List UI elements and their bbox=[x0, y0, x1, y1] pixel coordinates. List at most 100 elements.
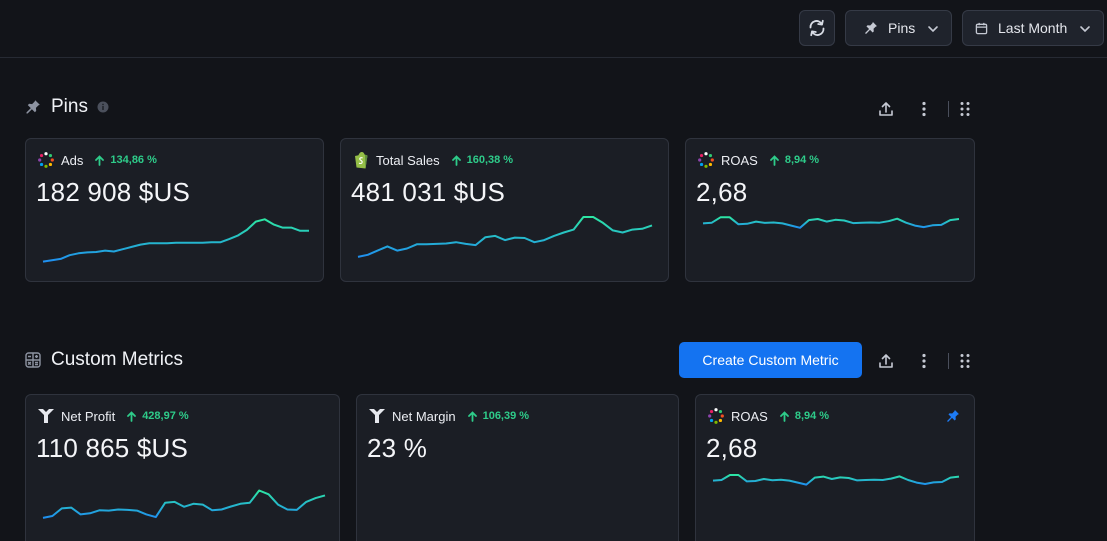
more-vertical-icon bbox=[922, 101, 926, 117]
ring-dot bbox=[704, 152, 708, 156]
divider bbox=[948, 101, 949, 117]
ring-dot bbox=[698, 158, 702, 162]
date-range-label: Last Month bbox=[998, 20, 1068, 36]
card-title: ROAS bbox=[731, 408, 768, 424]
card-value: 481 031 $US bbox=[351, 177, 505, 207]
trend-value: 160,38 % bbox=[466, 154, 514, 166]
card-value: 23 % bbox=[367, 433, 428, 463]
card-value: 182 908 $US bbox=[36, 177, 190, 207]
pin-icon bbox=[865, 22, 877, 34]
section-title: Pins bbox=[51, 96, 88, 117]
trend-value: 8,94 % bbox=[784, 154, 820, 166]
ring-dot bbox=[708, 153, 713, 158]
chevron-down-icon bbox=[928, 26, 938, 33]
refresh-icon bbox=[809, 19, 825, 37]
metric-card-roas-custom[interactable]: ROAS 8,94 % 2,68 bbox=[695, 394, 975, 541]
triple-whale-icon bbox=[368, 407, 386, 425]
ring-dot bbox=[699, 153, 704, 158]
trend-badge: 428,97 % bbox=[127, 410, 189, 422]
ads-icon bbox=[707, 407, 725, 425]
sparkline bbox=[357, 216, 653, 258]
top-bar: Pins Last Month bbox=[0, 0, 1107, 58]
sparkline bbox=[42, 218, 309, 263]
sparkline bbox=[712, 474, 960, 486]
arrow-up-icon bbox=[779, 410, 789, 422]
card-title: ROAS bbox=[721, 152, 758, 168]
ring-dot bbox=[44, 152, 48, 156]
refresh-button[interactable] bbox=[799, 10, 835, 46]
card-title: Total Sales bbox=[376, 152, 440, 168]
arrow-up-icon bbox=[451, 154, 461, 166]
ring-dot bbox=[718, 409, 723, 414]
card-header: ROAS 8,94 % bbox=[707, 407, 829, 425]
ring-dot bbox=[39, 162, 44, 167]
ads-icon bbox=[697, 151, 715, 169]
export-button[interactable] bbox=[872, 347, 900, 375]
create-custom-metric-button[interactable]: Create Custom Metric bbox=[679, 342, 862, 378]
drag-handle[interactable] bbox=[955, 95, 975, 123]
calendar-icon bbox=[975, 22, 988, 34]
card-value: 110 865 $US bbox=[36, 433, 189, 463]
section-title: Custom Metrics bbox=[51, 349, 183, 370]
ring-dot bbox=[39, 153, 44, 158]
pinned-icon[interactable] bbox=[946, 409, 960, 423]
calculator-icon bbox=[25, 352, 41, 368]
trend-badge: 8,94 % bbox=[769, 154, 820, 166]
ring-dot bbox=[720, 414, 724, 418]
sparkline-path bbox=[42, 218, 309, 263]
drag-grip-icon bbox=[960, 102, 970, 116]
custom-metrics-toolbar bbox=[872, 347, 975, 375]
ring-dot bbox=[48, 153, 53, 158]
sparkline-path bbox=[42, 489, 326, 519]
export-button[interactable] bbox=[872, 95, 900, 123]
metric-card-total-sales[interactable]: Total Sales 160,38 % 481 031 $US bbox=[340, 138, 669, 282]
card-header: Total Sales 160,38 % bbox=[352, 151, 513, 169]
card-value: 2,68 bbox=[706, 433, 758, 463]
ring-dot bbox=[714, 420, 718, 424]
metric-card-ads[interactable]: Ads 134,86 % 182 908 $US bbox=[25, 138, 324, 282]
trend-badge: 8,94 % bbox=[779, 410, 830, 422]
divider bbox=[948, 353, 949, 369]
trend-value: 134,86 % bbox=[110, 154, 157, 166]
ring-dot bbox=[718, 418, 723, 423]
metric-card-roas[interactable]: ROAS 8,94 % 2,68 bbox=[685, 138, 975, 282]
sparkline-path bbox=[702, 216, 960, 229]
date-range-dropdown[interactable]: Last Month bbox=[962, 10, 1104, 46]
arrow-up-icon bbox=[127, 410, 137, 422]
pin-icon bbox=[25, 99, 41, 115]
ring-dot bbox=[704, 164, 708, 168]
ring-dot bbox=[48, 162, 53, 167]
more-options-button[interactable] bbox=[910, 347, 938, 375]
sparkline bbox=[42, 489, 326, 519]
trend-value: 428,97 % bbox=[142, 410, 189, 422]
custom-metrics-section-header: Custom Metrics bbox=[25, 349, 183, 371]
upload-icon bbox=[879, 102, 893, 116]
pins-toolbar bbox=[872, 95, 975, 123]
ring-dot bbox=[709, 409, 714, 414]
drag-handle[interactable] bbox=[955, 347, 975, 375]
metric-card-net-profit[interactable]: Net Profit 428,97 % 110 865 $US bbox=[25, 394, 340, 541]
card-header: Ads 134,86 % bbox=[37, 151, 157, 169]
metric-card-net-margin[interactable]: Net Margin 106,39 % 23 % bbox=[356, 394, 679, 541]
ring-dot bbox=[44, 164, 48, 168]
ads-icon bbox=[37, 151, 55, 169]
card-header: ROAS 8,94 % bbox=[697, 151, 819, 169]
ring-dot bbox=[714, 408, 718, 412]
ring-dot bbox=[708, 414, 712, 418]
info-icon[interactable] bbox=[97, 101, 109, 113]
arrow-up-icon bbox=[467, 410, 477, 422]
sparkline-path bbox=[357, 216, 653, 258]
triple-whale-icon bbox=[37, 407, 55, 425]
card-value: 2,68 bbox=[696, 177, 748, 207]
ring-dot bbox=[38, 158, 42, 162]
ring-dot bbox=[709, 418, 714, 423]
ring-dot bbox=[699, 162, 704, 167]
more-options-button[interactable] bbox=[910, 95, 938, 123]
trend-value: 8,94 % bbox=[794, 410, 830, 422]
ring-dot bbox=[50, 158, 54, 162]
card-header: Net Profit 428,97 % bbox=[37, 407, 189, 425]
pins-section-header: Pins bbox=[25, 96, 109, 118]
upload-icon bbox=[879, 354, 893, 368]
sparkline bbox=[702, 216, 960, 229]
pins-dropdown[interactable]: Pins bbox=[845, 10, 952, 46]
